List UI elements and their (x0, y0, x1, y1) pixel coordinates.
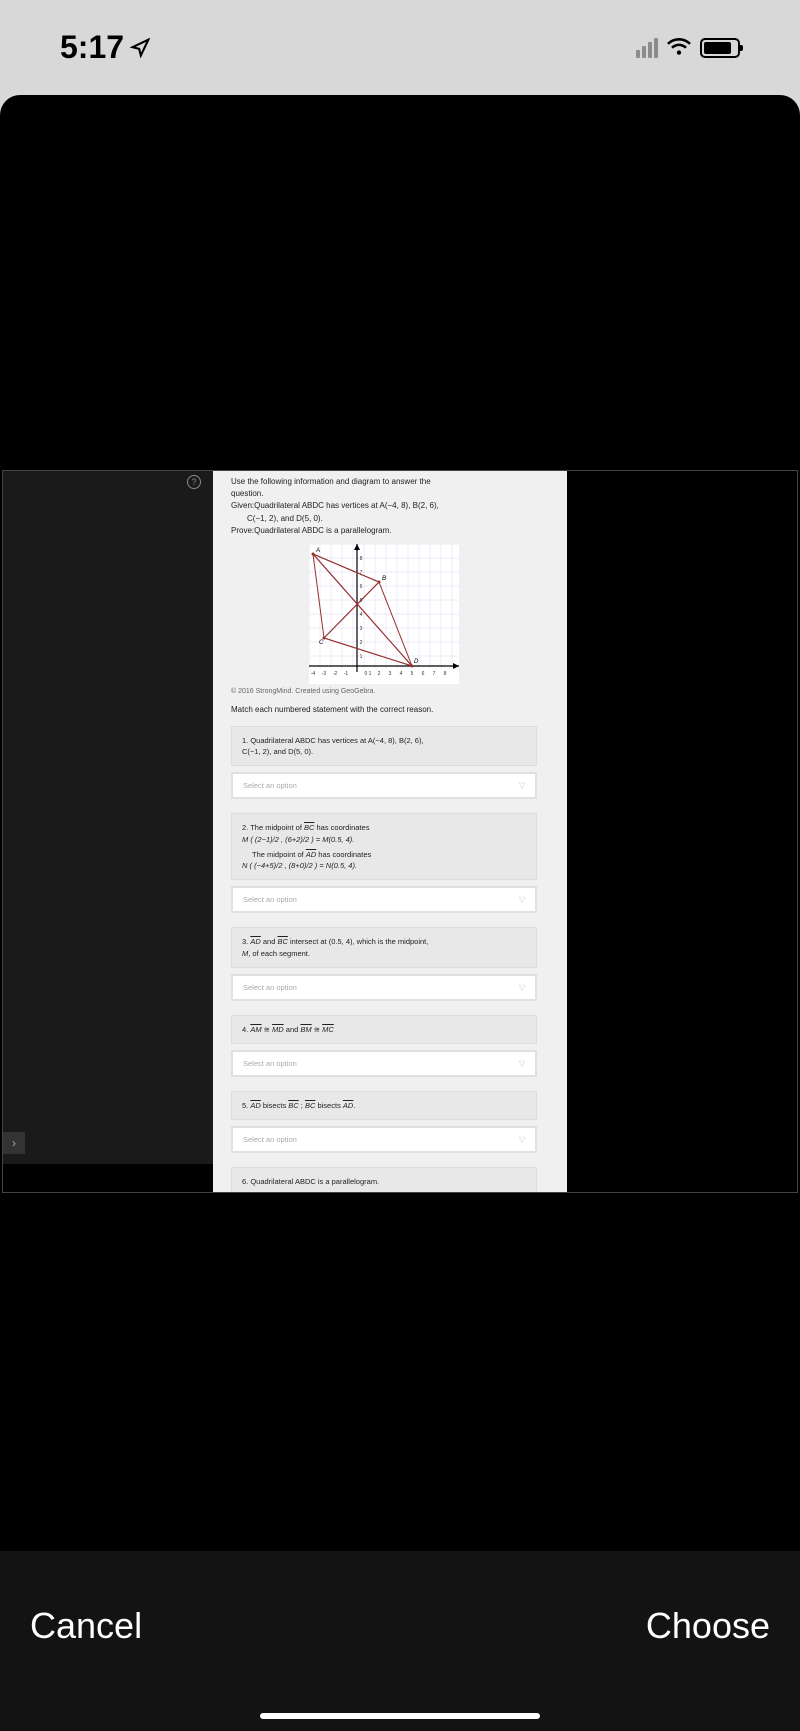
statement-4-line: 4. AM ≅ MD and BM ≅ MC (242, 1024, 526, 1035)
chevron-down-icon: ▽ (519, 1135, 525, 1144)
statement-3: 3. AD and BC intersect at (0.5, 4), whic… (231, 927, 537, 968)
svg-text:7: 7 (433, 671, 436, 677)
svg-text:7: 7 (360, 570, 363, 576)
select-5[interactable]: Select an option ▽ (231, 1126, 537, 1153)
svg-text:-1: -1 (344, 671, 349, 677)
statement-2-line-d: N ( (−4+5)/2 , (8+0)/2 ) = N(0.5, 4). (242, 860, 526, 871)
coordinate-graph: A B C D -4 -3 -2 -1 0 1 2 3 4 5 6 7 8 8 7 6 5 4 3 2 1 (309, 544, 459, 684)
location-icon (130, 38, 150, 58)
chevron-down-icon: ▽ (519, 1059, 525, 1068)
select-4[interactable]: Select an option ▽ (231, 1050, 537, 1077)
svg-text:3: 3 (360, 626, 363, 632)
select-3[interactable]: Select an option ▽ (231, 974, 537, 1001)
statement-6: 6. Quadrilateral ABDC is a parallelogram… (231, 1167, 537, 1192)
home-indicator[interactable] (260, 1713, 540, 1719)
time-label: 5:17 (60, 29, 124, 66)
svg-text:-3: -3 (322, 671, 327, 677)
intro-line-1: Use the following information and diagra… (231, 476, 537, 487)
svg-text:8: 8 (444, 671, 447, 677)
select-1[interactable]: Select an option ▽ (231, 772, 537, 799)
prove-line: Prove:Quadrilateral ABDC is a parallelog… (231, 525, 537, 536)
chevron-down-icon: ▽ (519, 983, 525, 992)
svg-text:8: 8 (360, 556, 363, 562)
svg-text:D: D (414, 659, 419, 665)
statement-1: 1. Quadrilateral ABDC has vertices at A(… (231, 726, 537, 767)
cancel-button[interactable]: Cancel (30, 1605, 142, 1647)
select-placeholder: Select an option (243, 895, 297, 904)
left-panel: ? › (3, 471, 213, 1192)
svg-text:C: C (319, 640, 324, 646)
expand-button[interactable]: › (3, 1132, 25, 1154)
statement-3-line-a: 3. AD and BC intersect at (0.5, 4), whic… (242, 936, 526, 947)
statement-1-line-b: C(−1, 2), and D(5, 0). (242, 746, 526, 757)
content-area: ? › Use the following information and di… (0, 95, 800, 1731)
status-icons (636, 35, 740, 60)
statement-2-line-c: The midpoint of AD has coordinates (242, 849, 526, 860)
svg-text:2: 2 (360, 640, 363, 646)
statement-4: 4. AM ≅ MD and BM ≅ MC (231, 1015, 537, 1044)
status-time: 5:17 (60, 29, 150, 66)
statement-6-line: 6. Quadrilateral ABDC is a parallelogram… (242, 1176, 526, 1187)
svg-text:4: 4 (400, 671, 403, 677)
quiz-content: Use the following information and diagra… (213, 471, 567, 1192)
chevron-down-icon: ▽ (519, 781, 525, 790)
svg-text:-2: -2 (333, 671, 338, 677)
svg-text:5: 5 (360, 598, 363, 604)
statement-3-line-b: M, of each segment. (242, 948, 526, 959)
given-line-1: Given:Quadrilateral ABDC has vertices at… (231, 500, 537, 511)
image-preview[interactable]: ? › Use the following information and di… (2, 470, 798, 1193)
svg-text:4: 4 (360, 612, 363, 618)
svg-text:B: B (382, 576, 386, 582)
statement-2-line-a: 2. The midpoint of BC has coordinates (242, 822, 526, 833)
select-2[interactable]: Select an option ▽ (231, 886, 537, 913)
status-bar: 5:17 (0, 0, 800, 95)
statement-5: 5. AD bisects BC ; BC bisects AD. (231, 1091, 537, 1120)
copyright-text: © 2016 StrongMind. Created using GeoGebr… (231, 688, 537, 695)
svg-text:3: 3 (389, 671, 392, 677)
select-placeholder: Select an option (243, 1059, 297, 1068)
svg-text:A: A (315, 548, 320, 554)
statement-2: 2. The midpoint of BC has coordinates M … (231, 813, 537, 880)
choose-button[interactable]: Choose (646, 1605, 770, 1647)
given-line-2: C(−1, 2), and D(5, 0). (231, 513, 537, 524)
select-placeholder: Select an option (243, 1135, 297, 1144)
svg-text:6: 6 (360, 584, 363, 590)
svg-text:1: 1 (360, 654, 363, 660)
instruction-text: Match each numbered statement with the c… (231, 705, 537, 714)
statement-1-line-a: 1. Quadrilateral ABDC has vertices at A(… (242, 735, 526, 746)
select-placeholder: Select an option (243, 781, 297, 790)
right-panel (567, 471, 797, 1192)
chevron-down-icon: ▽ (519, 895, 525, 904)
statement-2-line-b: M ( (2−1)/2 , (6+2)/2 ) = M(0.5, 4). (242, 834, 526, 845)
graph-container: A B C D -4 -3 -2 -1 0 1 2 3 4 5 6 7 8 8 7 6 5 4 3 2 1 (231, 544, 537, 684)
select-placeholder: Select an option (243, 983, 297, 992)
svg-text:5: 5 (411, 671, 414, 677)
svg-text:6: 6 (422, 671, 425, 677)
wifi-icon (666, 35, 692, 60)
svg-text:-4: -4 (311, 671, 316, 677)
help-icon[interactable]: ? (187, 475, 201, 489)
battery-icon (700, 38, 740, 58)
bottom-toolbar: Cancel Choose (0, 1551, 800, 1731)
svg-text:2: 2 (378, 671, 381, 677)
statement-5-line: 5. AD bisects BC ; BC bisects AD. (242, 1100, 526, 1111)
intro-line-2: question. (231, 488, 537, 499)
cellular-signal-icon (636, 38, 658, 58)
svg-text:0 1: 0 1 (365, 671, 372, 677)
